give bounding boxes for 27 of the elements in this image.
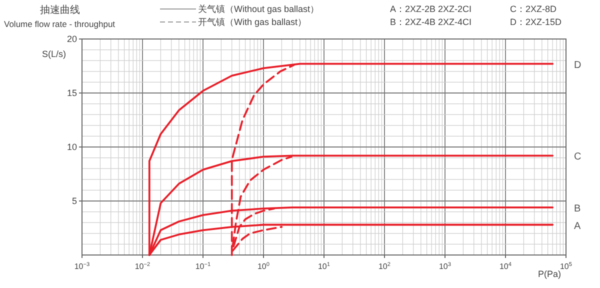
text: B — [574, 203, 581, 214]
y-tick-label: 15 — [66, 88, 77, 98]
text: C：2XZ-8D — [510, 4, 558, 14]
text: D — [574, 60, 582, 71]
x-tick-label: 10$^{5}$ — [560, 262, 572, 271]
chart-subtitle: Volume flow rate - throughput — [4, 19, 116, 29]
x-axis-title: P(Pa) — [538, 269, 561, 279]
text: B：2XZ-4B 2XZ-4CI — [390, 17, 472, 27]
y-tick-label: 10 — [66, 142, 77, 152]
text: 关气镇（Without gas ballast） — [198, 4, 320, 14]
x-tick-label: 10$^{4}$ — [499, 262, 512, 271]
text: A：2XZ-2B 2XZ-2CI — [390, 4, 472, 14]
y-tick-label: 20 — [66, 34, 77, 44]
x-tick-label: 10$^{3}$ — [438, 262, 452, 271]
x-tick-label: 10$^{1}$ — [318, 262, 330, 271]
text: A — [574, 220, 581, 232]
x-tick-label: 10$^{0}$ — [257, 262, 270, 271]
y-tick-label: 5 — [72, 196, 77, 206]
x-tick-label: 10$^{−2}$ — [134, 262, 150, 271]
x-tick-label: 10$^{−3}$ — [74, 262, 90, 271]
text: 开气镇（With gas ballast） — [198, 17, 307, 27]
x-tick-label: 10$^{2}$ — [378, 262, 391, 271]
text: D：2XZ-15D — [510, 17, 562, 27]
text: C — [574, 152, 582, 163]
x-tick-label: 10$^{−1}$ — [195, 262, 211, 271]
y-axis-title: S(L/s) — [42, 49, 66, 59]
chart-title: 抽速曲线 — [40, 4, 80, 16]
